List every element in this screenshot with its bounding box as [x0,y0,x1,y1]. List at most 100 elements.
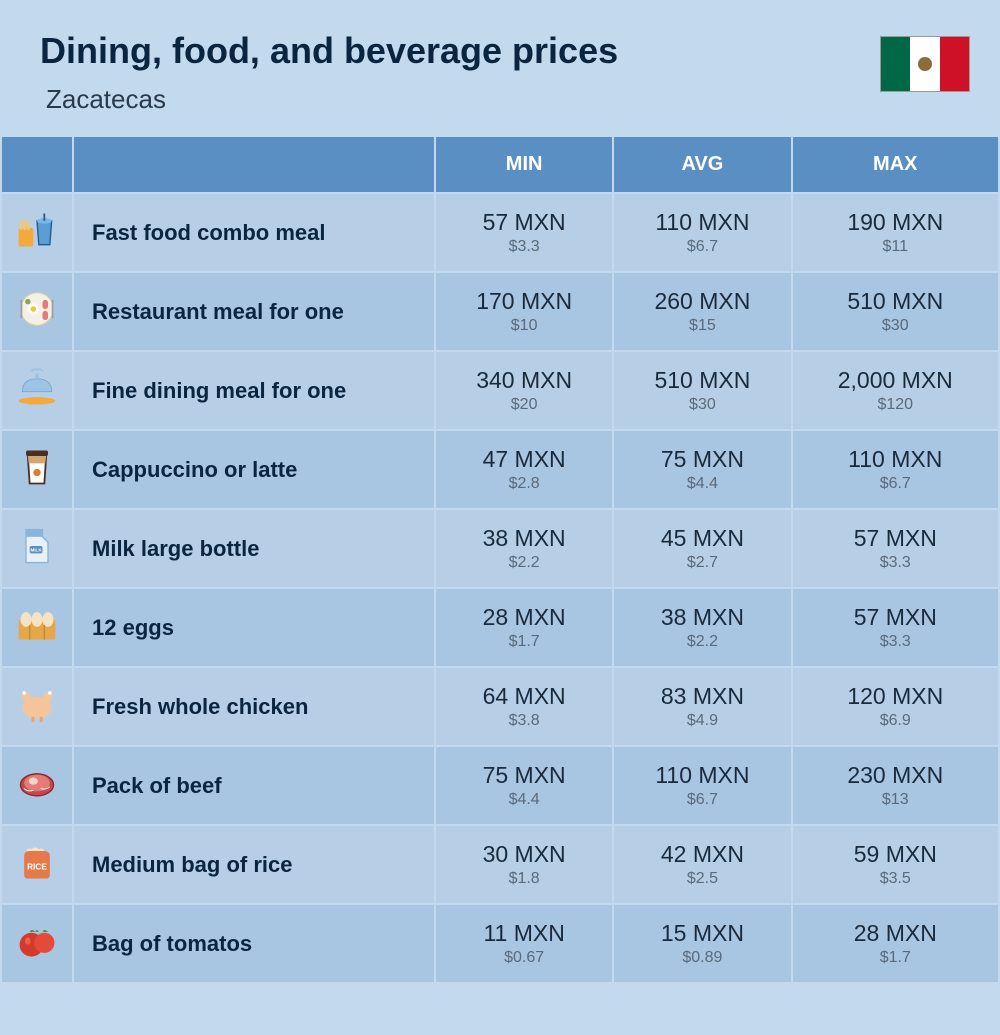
price-usd: $2.8 [446,475,602,493]
header-max: MAX [793,137,998,192]
price-usd: $1.8 [446,870,602,888]
price-avg: 42 MXN $2.5 [614,826,790,903]
price-table: MIN AVG MAX Fast food combo meal 57 MXN $3… [0,135,1000,984]
table-row: Fresh whole chicken64 MXN$3.8 83 MXN $4.9 1… [2,668,998,745]
table-row: Pack of beef75 MXN$4.4110 MXN$6.7230 MXN… [2,747,998,824]
page-subtitle: Zacatecas [46,84,618,115]
price-avg: 75 MXN $4.4 [614,431,790,508]
item-label: Medium bag of rice [74,826,434,903]
beef-icon [2,747,72,824]
item-label: Fast food combo meal [74,194,434,271]
price-min: 28 MXN $1.7 [436,589,612,666]
price-min: 30 MXN $1.8 [436,826,612,903]
price-mxn: 190 MXN [803,209,988,236]
price-mxn: 110 MXN [803,446,988,473]
price-min: 38 MXN$2.2 [436,510,612,587]
price-usd: $0.67 [446,949,602,967]
price-min: 340 MXN$20 [436,352,612,429]
milk-icon [2,510,72,587]
price-avg: 38 MXN $2.2 [614,589,790,666]
price-mxn: 47 MXN [446,446,602,473]
price-avg: 510 MXN$30 [614,352,790,429]
table-row: Medium bag of rice 30 MXN $1.8 42 MXN $2.5 59… [2,826,998,903]
coffee-icon [2,431,72,508]
price-min: 64 MXN$3.8 [436,668,612,745]
price-usd: $2.2 [446,554,602,572]
price-mxn: 57 MXN [446,209,602,236]
price-mxn: 2,000 MXN [803,367,988,394]
price-min: 57 MXN$3.3 [436,194,612,271]
price-usd: $20 [446,396,602,414]
price-max: 120 MXN$6.9 [793,668,998,745]
price-usd: $4.4 [624,475,780,493]
price-mxn: 510 MXN [624,367,780,394]
table-row: Cappuccino or latte47 MXN$2.875 MXN$4.41… [2,431,998,508]
price-usd: $1.7 [446,633,602,651]
price-max: 230 MXN$13 [793,747,998,824]
price-mxn: 260 MXN [624,288,780,315]
price-min: 47 MXN $2.8 [436,431,612,508]
price-mxn: 110 MXN [624,762,780,789]
header-text: Dining, food, and beverage prices Zacate… [40,30,618,115]
price-usd: $2.7 [624,554,780,572]
header-icon-col [2,137,72,192]
price-max: 2,000 MXN$120 [793,352,998,429]
price-mxn: 230 MXN [803,762,988,789]
table-row: Bag of tomatos11 MXN$0.6715 MXN$0.8928 M… [2,905,998,982]
header-avg: AVG [614,137,790,192]
price-max: 57 MXN $3.3 [793,510,998,587]
price-mxn: 38 MXN [624,604,780,631]
price-usd: $0.89 [624,949,780,967]
price-mxn: 57 MXN [803,525,988,552]
price-mxn: 28 MXN [803,920,988,947]
table-row: Milk large bottle38 MXN$2.2 45 MXN $2.7 57 … [2,510,998,587]
price-max: 59 MXN $3.5 [793,826,998,903]
item-label: 12 eggs [74,589,434,666]
price-usd: $11 [803,238,988,256]
price-usd: $3.5 [803,870,988,888]
page-title: Dining, food, and beverage prices [40,30,618,72]
price-mxn: 83 MXN [624,683,780,710]
chicken-icon [2,668,72,745]
price-mxn: 11 MXN [446,920,602,947]
item-label: Milk large bottle [74,510,434,587]
price-mxn: 30 MXN [446,841,602,868]
price-mxn: 75 MXN [624,446,780,473]
rice-icon [2,826,72,903]
price-usd: $6.9 [803,712,988,730]
price-mxn: 28 MXN [446,604,602,631]
eggs-icon [2,589,72,666]
fast-food-icon [2,194,72,271]
item-label: Pack of beef [74,747,434,824]
price-max: 190 MXN $11 [793,194,998,271]
price-mxn: 64 MXN [446,683,602,710]
price-mxn: 42 MXN [624,841,780,868]
table-row: Fine dining meal for one340 MXN$20510 MX… [2,352,998,429]
price-mxn: 510 MXN [803,288,988,315]
price-usd: $6.7 [624,791,780,809]
table-header-row: MIN AVG MAX [2,137,998,192]
price-usd: $2.2 [624,633,780,651]
table-row: 12 eggs 28 MXN $1.7 38 MXN $2.2 57 MXN$3.3 [2,589,998,666]
price-mxn: 170 MXN [446,288,602,315]
price-mxn: 59 MXN [803,841,988,868]
price-min: 170 MXN $10 [436,273,612,350]
price-max: 57 MXN$3.3 [793,589,998,666]
page-header: Dining, food, and beverage prices Zacate… [0,0,1000,135]
price-mxn: 75 MXN [446,762,602,789]
item-label: Fine dining meal for one [74,352,434,429]
price-mxn: 45 MXN [624,525,780,552]
flag-emblem [918,57,932,71]
item-label: Fresh whole chicken [74,668,434,745]
item-label: Restaurant meal for one [74,273,434,350]
price-usd: $1.7 [803,949,988,967]
price-usd: $6.7 [803,475,988,493]
price-usd: $4.9 [624,712,780,730]
price-usd: $3.3 [803,554,988,572]
price-avg: 260 MXN$15 [614,273,790,350]
header-min: MIN [436,137,612,192]
price-usd: $10 [446,317,602,335]
price-max: 110 MXN $6.7 [793,431,998,508]
price-usd: $2.5 [624,870,780,888]
item-label: Bag of tomatos [74,905,434,982]
